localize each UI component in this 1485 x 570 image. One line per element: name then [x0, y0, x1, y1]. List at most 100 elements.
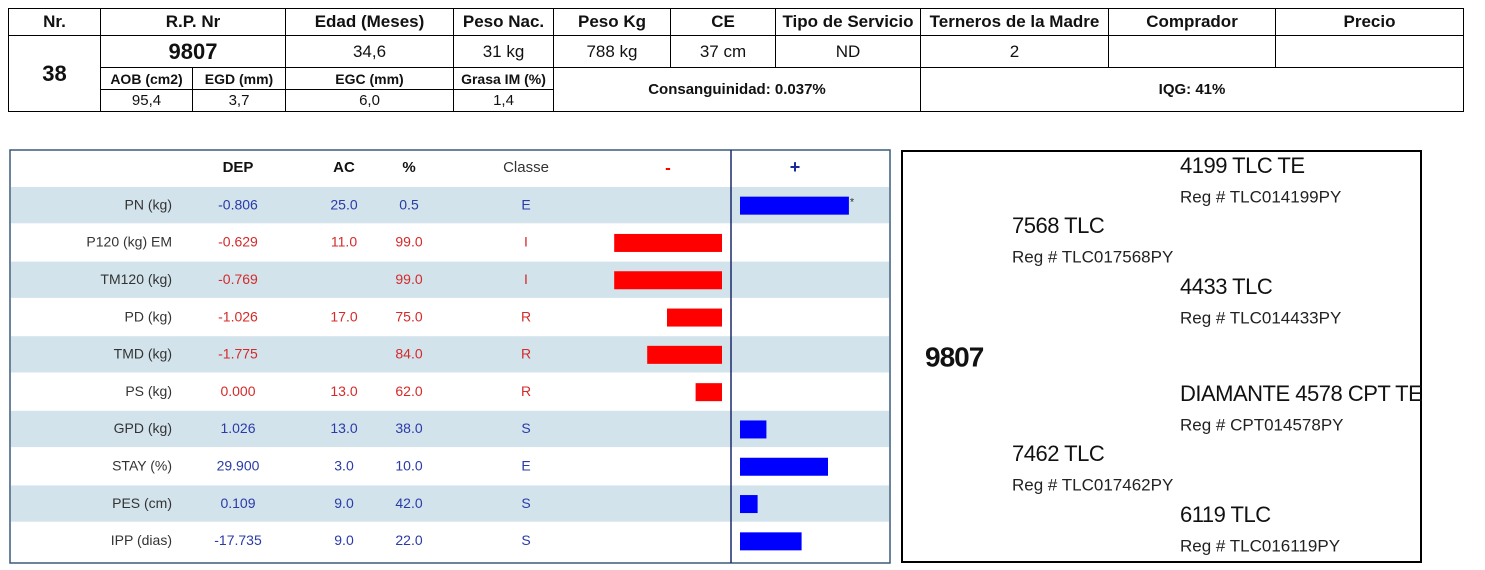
pct-value: 99.0 — [395, 271, 422, 287]
pct-value: 84.0 — [395, 346, 422, 362]
ac-value: 3.0 — [334, 457, 354, 473]
animal-id: 9807 — [925, 341, 984, 372]
sub-header: AOB (cm2) — [100, 67, 193, 90]
class-value: R — [521, 383, 531, 399]
ancestor-reg: Reg # TLC014433PY — [1180, 308, 1341, 327]
cell: ND — [775, 35, 921, 68]
dep-value: -1.775 — [218, 346, 258, 362]
pct-value: 22.0 — [395, 532, 422, 548]
pct-value: 99.0 — [395, 234, 422, 250]
class-value: S — [521, 532, 530, 548]
dep-frame — [9, 149, 891, 564]
header-cell: Precio — [1275, 8, 1464, 36]
bar — [740, 532, 802, 551]
header-cell: Comprador — [1108, 8, 1276, 36]
bar-marker: * — [850, 197, 855, 209]
pct-value: 62.0 — [395, 383, 422, 399]
class-value: S — [521, 495, 530, 511]
ac-value: 9.0 — [334, 532, 354, 548]
ac-value: 13.0 — [330, 420, 357, 436]
pct-value: 75.0 — [395, 308, 422, 324]
trait-label: PD (kg) — [125, 308, 172, 324]
cell — [1108, 35, 1276, 68]
pedigree-frame — [901, 150, 1422, 563]
dep-value: -0.806 — [218, 196, 258, 212]
ancestor-name: 4199 TLC TE — [1180, 153, 1305, 178]
bar — [614, 271, 722, 290]
ac-value: 25.0 — [330, 196, 357, 212]
ancestor-reg: Reg # TLC017462PY — [1012, 475, 1173, 494]
dep-value: -17.735 — [214, 532, 262, 548]
ancestor-reg: Reg # CPT014578PY — [1180, 415, 1344, 434]
row-band — [11, 261, 889, 298]
ac-value: 13.0 — [330, 383, 357, 399]
column-header: Classe — [503, 159, 549, 176]
trait-label: P120 (kg) EM — [86, 234, 172, 250]
row-band — [11, 336, 889, 373]
trait-label: PN (kg) — [125, 196, 172, 212]
bar — [614, 233, 722, 252]
header-cell: R.P. Nr — [100, 8, 286, 36]
ac-value: 9.0 — [334, 495, 354, 511]
ac-value: 11.0 — [331, 234, 357, 250]
ac-value: 17.0 — [330, 308, 357, 324]
bar — [740, 495, 758, 514]
trait-label: STAY (%) — [112, 457, 172, 473]
sub-value: 95,4 — [100, 89, 193, 112]
dep-value: 0.109 — [220, 495, 255, 511]
sub-value: 3,7 — [192, 89, 286, 112]
header-cell: Peso Nac. — [453, 8, 554, 36]
class-value: E — [521, 457, 530, 473]
dep-value: 1.026 — [220, 420, 255, 436]
trait-label: TM120 (kg) — [100, 271, 172, 287]
class-value: R — [521, 346, 531, 362]
pct-value: 42.0 — [395, 495, 422, 511]
sub-header: EGC (mm) — [285, 67, 454, 90]
ancestor-name: 4433 TLC — [1180, 274, 1273, 299]
bar — [740, 196, 849, 215]
ancestor-name: DIAMANTE 4578 CPT TE — [1180, 381, 1422, 406]
class-value: S — [521, 420, 530, 436]
class-value: E — [521, 196, 530, 212]
pct-value: 10.0 — [395, 457, 422, 473]
column-header: % — [402, 159, 415, 176]
column-header: AC — [333, 159, 355, 176]
header-cell: Terneros de la Madre — [920, 8, 1109, 36]
ancestor-name: 6119 TLC — [1180, 502, 1271, 527]
sub-value: 1,4 — [453, 89, 554, 112]
header-cell: Nr. — [8, 8, 101, 36]
header-cell: Tipo de Servicio — [775, 8, 921, 36]
ancestor-reg: Reg # TLC014199PY — [1180, 187, 1341, 206]
bar — [740, 457, 828, 476]
cell: 2 — [920, 35, 1109, 68]
consanguinidad: Consanguinidad: 0.037% — [553, 67, 921, 112]
dep-value: -0.629 — [218, 234, 258, 250]
plus-header: + — [790, 157, 801, 177]
cell: 31 kg — [453, 35, 554, 68]
ancestor-reg: Reg # TLC017568PY — [1012, 247, 1173, 266]
pct-value: 0.5 — [399, 196, 419, 212]
bar — [647, 345, 722, 364]
bar — [667, 308, 722, 327]
class-value: I — [524, 234, 528, 250]
bar — [695, 383, 722, 402]
nr: 38 — [8, 35, 101, 112]
dep-value: 29.900 — [217, 457, 260, 473]
iqg: IQG: 41% — [920, 67, 1464, 112]
trait-label: GPD (kg) — [114, 420, 172, 436]
cell: 34,6 — [285, 35, 454, 68]
trait-label: PS (kg) — [125, 383, 172, 399]
dep-value: -0.769 — [218, 271, 258, 287]
column-header: DEP — [223, 159, 254, 176]
trait-label: IPP (dias) — [111, 532, 172, 548]
class-value: R — [521, 308, 531, 324]
class-value: I — [524, 271, 528, 287]
dep-value: -1.026 — [218, 308, 258, 324]
trait-label: TMD (kg) — [114, 346, 172, 362]
ancestor-name: 7462 TLC — [1012, 441, 1105, 466]
ancestor-reg: Reg # TLC016119PY — [1180, 536, 1340, 555]
pct-value: 38.0 — [395, 420, 422, 436]
minus-header: - — [665, 158, 671, 177]
